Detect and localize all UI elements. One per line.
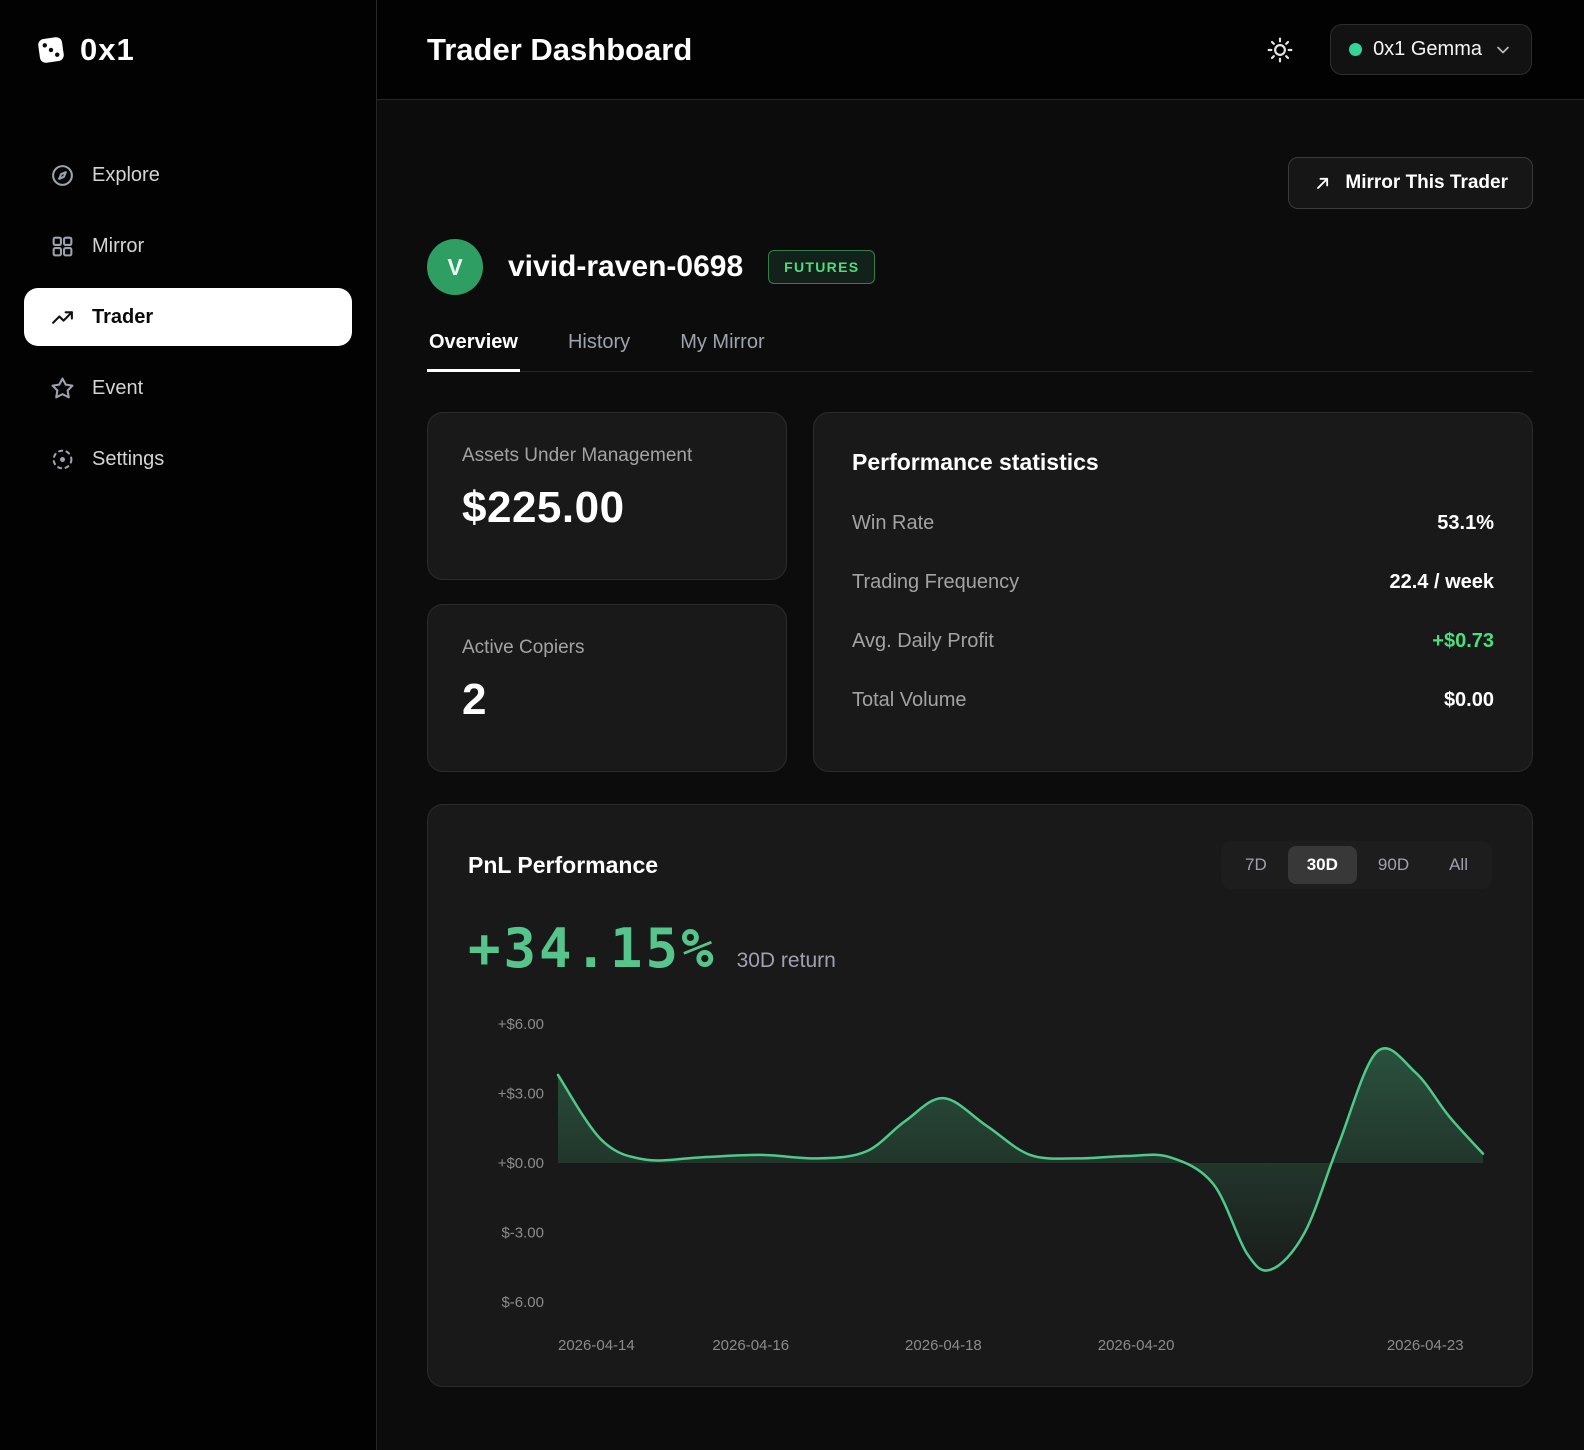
sidebar-item-label: Event: [92, 376, 144, 399]
main-area: Trader Dashboard 0x1 G: [377, 0, 1584, 1450]
svg-text:+$6.00: +$6.00: [498, 1016, 544, 1033]
futures-badge: FUTURES: [768, 250, 876, 284]
return-period-label: 30D return: [736, 949, 836, 972]
svg-text:+$3.00: +$3.00: [498, 1085, 544, 1102]
perf-label: Total Volume: [852, 689, 967, 711]
pnl-line-chart: +$6.00 +$3.00 +$0.00 $-3.00 $-6.00 2026-04-1…: [498, 1016, 1485, 1354]
sidebar-item-mirror[interactable]: Mirror: [24, 217, 352, 275]
svg-text:$-3.00: $-3.00: [501, 1225, 544, 1242]
aum-label: Assets Under Management: [462, 445, 693, 466]
account-name: 0x1 Gemma: [1373, 38, 1482, 60]
sidebar-item-label: Settings: [92, 447, 165, 470]
theme-toggle-button[interactable]: [1258, 28, 1302, 72]
perf-row-total-volume: Total Volume $0.00: [852, 689, 1494, 712]
sidebar-item-trader[interactable]: Trader: [24, 288, 352, 346]
chevron-down-icon: [1493, 40, 1513, 60]
pnl-chart-area: +$6.00 +$3.00 +$0.00 $-3.00 $-6.00 2026-04-1…: [468, 994, 1492, 1362]
sidebar: 0x1 Explore: [0, 0, 377, 1450]
mirror-button-label: Mirror This Trader: [1345, 172, 1508, 193]
sidebar-item-explore[interactable]: Explore: [24, 146, 352, 204]
status-dot-icon: [1349, 43, 1363, 56]
brand-logo: 0x1: [0, 0, 376, 100]
performance-title: Performance statistics: [852, 449, 1099, 475]
return-value: +34.15%: [468, 917, 717, 980]
range-7d-button[interactable]: 7D: [1226, 846, 1286, 884]
perf-value: 53.1%: [1437, 512, 1494, 534]
aum-card: Assets Under Management $225.00: [427, 412, 787, 580]
trader-name: vivid-raven-0698: [508, 250, 744, 283]
brand-name: 0x1: [80, 32, 135, 67]
settings-icon: [50, 447, 75, 472]
svg-text:2026-04-18: 2026-04-18: [905, 1337, 982, 1354]
performance-stats-card: Performance statistics Win Rate 53.1% Tr…: [813, 412, 1533, 772]
perf-label: Win Rate: [852, 512, 935, 534]
mirror-this-trader-button[interactable]: Mirror This Trader: [1288, 157, 1533, 209]
aum-value: $225.00: [462, 483, 625, 532]
perf-value: +$0.73: [1432, 630, 1494, 652]
sidebar-item-label: Trader: [92, 305, 154, 328]
sidebar-nav: Explore Mirror: [0, 100, 376, 488]
perf-label: Trading Frequency: [852, 571, 1020, 593]
svg-text:+$0.00: +$0.00: [498, 1155, 544, 1172]
active-copiers-card: Active Copiers 2: [427, 604, 787, 772]
tab-bar: Overview History My Mirror: [427, 325, 1533, 372]
svg-text:2026-04-16: 2026-04-16: [712, 1337, 789, 1354]
account-selector[interactable]: 0x1 Gemma: [1330, 24, 1532, 75]
copiers-label: Active Copiers: [462, 637, 585, 658]
grid-icon: [50, 234, 75, 259]
copiers-value: 2: [462, 675, 487, 724]
perf-row-trading-frequency: Trading Frequency 22.4 / week: [852, 571, 1494, 594]
sidebar-item-settings[interactable]: Settings: [24, 430, 352, 488]
perf-value: 22.4 / week: [1389, 571, 1494, 593]
range-30d-button[interactable]: 30D: [1287, 846, 1357, 884]
perf-label: Avg. Daily Profit: [852, 630, 994, 652]
trend-up-icon: [50, 305, 75, 330]
avatar: V: [427, 239, 483, 295]
svg-text:$-6.00: $-6.00: [501, 1294, 544, 1311]
topbar-controls: 0x1 Gemma: [1258, 24, 1532, 75]
perf-row-avg-daily-profit: Avg. Daily Profit +$0.73: [852, 630, 1494, 653]
perf-row-win-rate: Win Rate 53.1%: [852, 512, 1494, 535]
star-icon: [50, 376, 75, 401]
content: Mirror This Trader V vivid-raven-0698 FU…: [377, 100, 1584, 1387]
stats-grid: Assets Under Management $225.00 Active C…: [427, 412, 1533, 772]
range-all-button[interactable]: All: [1430, 846, 1487, 884]
page-title: Trader Dashboard: [427, 31, 693, 67]
dice-logo-icon: [34, 33, 68, 67]
topbar: Trader Dashboard 0x1 G: [377, 0, 1584, 100]
perf-value: $0.00: [1443, 689, 1494, 711]
svg-text:2026-04-20: 2026-04-20: [1098, 1337, 1175, 1354]
svg-text:2026-04-14: 2026-04-14: [558, 1337, 635, 1354]
sidebar-item-event[interactable]: Event: [24, 359, 352, 417]
pnl-title: PnL Performance: [468, 851, 659, 878]
sidebar-item-label: Explore: [92, 163, 160, 186]
sidebar-item-label: Mirror: [92, 234, 145, 257]
tab-overview[interactable]: Overview: [427, 325, 520, 372]
tab-my-mirror[interactable]: My Mirror: [680, 331, 765, 353]
range-toggle-group: 7D 30D 90D All: [1220, 841, 1492, 889]
range-90d-button[interactable]: 90D: [1359, 846, 1428, 884]
arrow-up-right-icon: [1313, 173, 1333, 193]
compass-icon: [50, 163, 75, 188]
pnl-performance-card: PnL Performance 7D 30D 90D All +34.15% 3…: [427, 804, 1533, 1387]
trader-profile: V vivid-raven-0698 FUTURES: [427, 239, 1533, 295]
tab-history[interactable]: History: [567, 331, 631, 353]
sun-icon: [1267, 37, 1293, 63]
svg-text:2026-04-23: 2026-04-23: [1387, 1337, 1464, 1354]
